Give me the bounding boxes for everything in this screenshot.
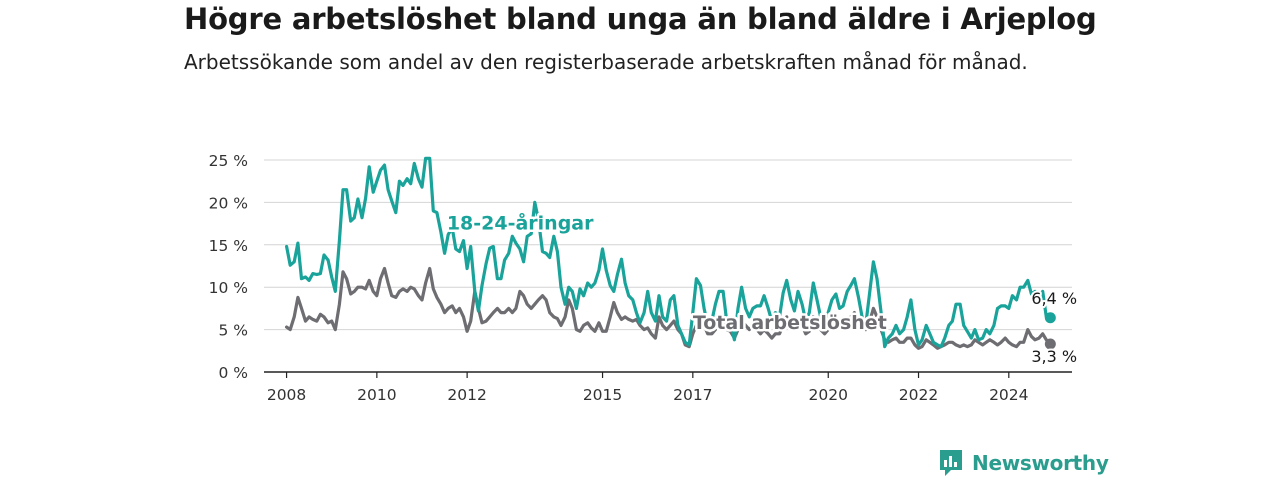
brand: Newsworthy	[938, 448, 1109, 478]
brand-name: Newsworthy	[972, 451, 1109, 475]
end-point-youth	[1044, 312, 1056, 324]
y-tick-label: 10 %	[209, 279, 248, 297]
series-layer	[285, 156, 1056, 350]
x-tick-label: 2012	[447, 386, 486, 404]
y-tick-label: 20 %	[209, 194, 248, 212]
x-tick-label: 2010	[357, 386, 396, 404]
x-axis-tick-labels: 2008 2010 2012 2015 2017 2020 2022 2024	[267, 372, 1029, 404]
y-tick-label: 15 %	[209, 237, 248, 255]
end-label-youth: 6,4 %	[1031, 289, 1077, 308]
x-tick-label: 2008	[267, 386, 306, 404]
series-line-total	[285, 266, 1052, 350]
x-tick-label: 2017	[673, 386, 712, 404]
x-tick-label: 2015	[583, 386, 622, 404]
y-tick-label: 25 %	[209, 152, 248, 170]
series-label-total: Total arbetslöshet	[693, 312, 887, 334]
x-tick-label: 2020	[809, 386, 848, 404]
chart-subtitle: Arbetssökande som andel av den registerb…	[184, 50, 1028, 74]
x-tick-label: 2024	[989, 386, 1028, 404]
newsworthy-chart-logo-icon	[940, 450, 962, 476]
series-line-youth	[285, 156, 1052, 349]
y-axis-tick-labels: 0 % 5 % 10 % 15 % 20 % 25 %	[209, 152, 248, 382]
y-tick-label: 0 %	[218, 364, 248, 382]
chart-title: Högre arbetslöshet bland unga än bland ä…	[184, 2, 1097, 36]
series-labels-layer: 18-24-åringar Total arbetslöshet 6,4 % 3,3 …	[444, 208, 1079, 368]
end-point-total	[1044, 338, 1056, 350]
y-tick-label: 5 %	[218, 322, 248, 340]
series-label-youth: 18-24-åringar	[447, 211, 594, 235]
end-label-total: 3,3 %	[1031, 347, 1077, 366]
x-tick-label: 2022	[899, 386, 938, 404]
